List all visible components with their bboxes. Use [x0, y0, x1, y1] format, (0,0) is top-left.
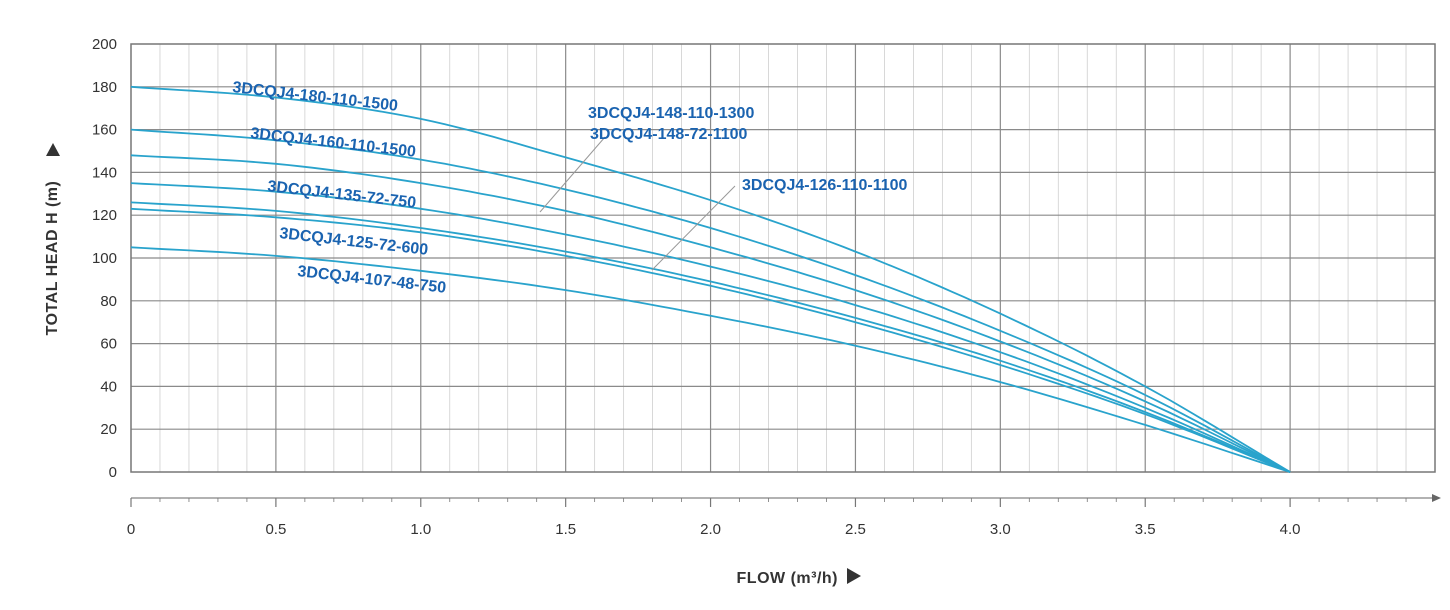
x-tick-label: 2.0 [700, 521, 721, 538]
curve-label: 3DCQJ4-180-110-1500 [232, 79, 399, 115]
y-axis-arrow-icon [46, 143, 60, 156]
performance-curve [130, 201, 1291, 473]
y-tick-labels: 0 20 40 60 80 100 120 140 160 180 200 [92, 36, 117, 481]
curve-label: 3DCQJ4-148-72-1100 [590, 126, 748, 143]
x-tick-label: 1.0 [410, 521, 431, 538]
y-tick-label: 0 [109, 464, 117, 481]
y-tick-label: 160 [92, 122, 117, 139]
y-tick-label: 140 [92, 164, 117, 181]
y-tick-label: 20 [100, 421, 117, 438]
curve-label: 3DCQJ4-126-110-1100 [742, 177, 908, 194]
x-axis-arrow-icon [847, 568, 861, 584]
x-tick-label: 3.5 [1135, 521, 1156, 538]
x-tick-label: 1.5 [555, 521, 576, 538]
x-axis-line-arrow-icon [1432, 494, 1441, 502]
performance-curve [130, 85, 1291, 473]
curve-labels: 3DCQJ4-180-110-15003DCQJ4-160-110-15003D… [232, 79, 908, 297]
y-axis-title-group: TOTAL HEAD H (m) [44, 143, 61, 335]
y-tick-label: 40 [100, 378, 117, 395]
label-leader-lines [539, 136, 736, 271]
y-tick-label: 60 [100, 336, 117, 353]
y-tick-label: 80 [100, 293, 117, 310]
performance-curves [130, 85, 1291, 473]
y-axis-title: TOTAL HEAD H (m) [44, 181, 61, 336]
performance-curve [130, 182, 1291, 473]
x-axis-title: FLOW (m³/h) [737, 570, 838, 587]
x-axis-title-group: FLOW (m³/h) [737, 568, 861, 587]
x-tick-label: 3.0 [990, 521, 1011, 538]
y-tick-label: 180 [92, 79, 117, 96]
performance-curve [130, 128, 1291, 473]
x-tick-label: 2.5 [845, 521, 866, 538]
performance-curve [130, 207, 1291, 473]
label-leader-line [539, 136, 606, 213]
plot-frame [130, 43, 1436, 473]
curve-label: 3DCQJ4-148-110-1300 [588, 105, 754, 122]
grid [131, 44, 1435, 472]
x-axis: 0 0.5 1.0 1.5 2.0 2.5 3.0 3.5 4.0 [127, 494, 1441, 538]
y-tick-label: 100 [92, 250, 117, 267]
label-leader-line [651, 185, 736, 271]
y-tick-label: 120 [92, 207, 117, 224]
curve-label: 3DCQJ4-135-72-750 [267, 178, 417, 212]
x-tick-label: 4.0 [1280, 521, 1301, 538]
y-tick-label: 200 [92, 36, 117, 53]
performance-curve [130, 246, 1291, 473]
x-tick-label: 0 [127, 521, 135, 538]
performance-curve [130, 154, 1291, 473]
x-tick-label: 0.5 [265, 521, 286, 538]
curve-label: 3DCQJ4-107-48-750 [297, 263, 447, 297]
